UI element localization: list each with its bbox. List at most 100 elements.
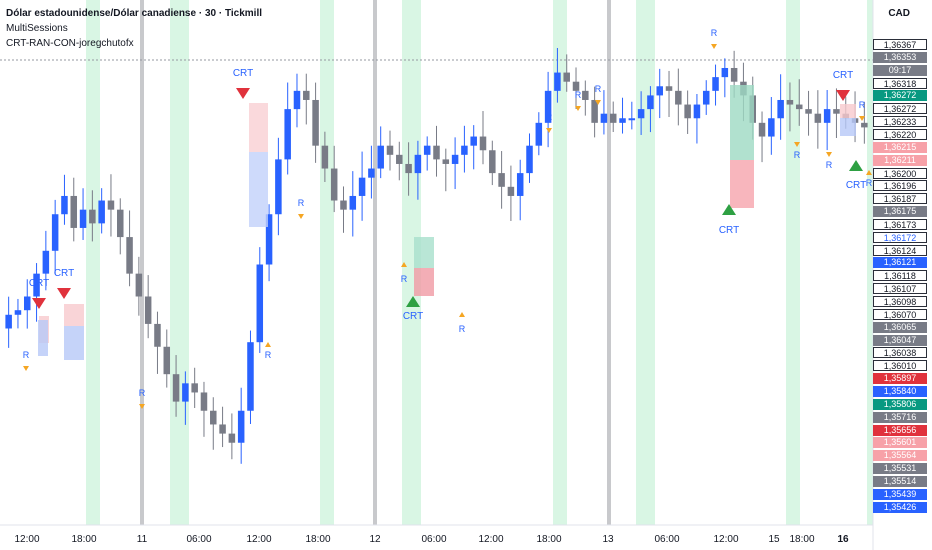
candle-body <box>330 168 338 201</box>
candle-body <box>14 310 22 315</box>
price-scale-label: 1,36233 <box>873 116 927 128</box>
session-band-gray <box>607 0 611 525</box>
candle-body <box>349 195 357 210</box>
candle-body <box>275 159 282 215</box>
candle-body <box>721 67 729 78</box>
r-marker-icon <box>826 152 832 157</box>
price-scale-label: 1,36107 <box>873 283 927 295</box>
r-label: R <box>546 112 553 122</box>
candle-body <box>126 237 133 274</box>
candle-body <box>544 90 552 123</box>
price-scale-label: 1,36353 <box>873 51 927 63</box>
candle-body <box>823 109 831 123</box>
candle-body <box>414 154 422 174</box>
time-scale-label: 15 <box>768 534 780 545</box>
time-scale-label: 06:00 <box>186 534 212 545</box>
time-scale-label: 12 <box>369 534 381 545</box>
candle-body <box>98 200 105 224</box>
price-scale-label: 1,35514 <box>873 475 927 487</box>
r-label: R <box>298 198 305 208</box>
price-scale-label: 1,35601 <box>873 437 927 449</box>
crt-bear-triangle-icon <box>32 298 46 309</box>
candle-body <box>777 99 784 119</box>
candle-body <box>89 209 96 224</box>
candle-body <box>200 392 208 411</box>
price-scale-label: 09:17 <box>873 64 927 76</box>
price-scale-label: 1,35426 <box>873 501 927 513</box>
price-scale-label: 1,36272 <box>873 103 927 115</box>
price-scale-label: 1,36124 <box>873 244 927 256</box>
candle-body <box>237 410 245 443</box>
candle-body <box>712 77 719 91</box>
crt-label: CRT <box>833 70 853 81</box>
crt-zone <box>64 326 84 360</box>
currency-label[interactable]: CAD <box>888 8 910 19</box>
price-scale-label: 1,36367 <box>873 39 927 50</box>
crt-bear-triangle-icon <box>236 88 250 99</box>
price-scale-label: 1,36220 <box>873 128 927 140</box>
r-label: R <box>859 100 866 110</box>
r-marker-icon <box>401 262 407 267</box>
price-scale-label: 1,35806 <box>873 398 927 410</box>
crt-label: CRT <box>403 311 423 322</box>
candle-body <box>154 323 161 347</box>
crt-label: CRT <box>29 278 49 289</box>
symbol-title[interactable]: Dólar estadounidense/Dólar canadiense · … <box>6 8 263 19</box>
candle-body <box>210 410 217 425</box>
candle-body <box>535 122 543 146</box>
candle-body <box>609 113 617 123</box>
candle-body <box>758 122 766 137</box>
session-band-gray <box>140 0 144 525</box>
price-scale-label: 1,36065 <box>873 321 927 333</box>
candle-body <box>219 424 226 434</box>
price-scale-label: 1,36070 <box>873 308 927 320</box>
session-band-green <box>320 0 334 525</box>
candle-body <box>23 296 31 311</box>
price-scale-label: 1,36200 <box>873 167 927 179</box>
candle-body <box>79 209 87 228</box>
candle-body <box>656 86 663 96</box>
r-label: R <box>401 274 408 284</box>
candle-body <box>479 136 487 151</box>
candle-body <box>312 99 319 146</box>
candle-body <box>303 90 310 100</box>
candle-body <box>470 136 477 146</box>
price-scale-label: 1,36187 <box>873 193 927 205</box>
r-marker-icon <box>459 312 465 317</box>
time-scale-label: 06:00 <box>421 534 447 545</box>
candle-body <box>163 346 171 375</box>
candle-body <box>814 113 822 123</box>
candle-body <box>358 177 366 196</box>
candle-body <box>191 383 198 393</box>
crt-label: CRT <box>233 68 253 79</box>
candle-body <box>433 145 440 160</box>
candle-body <box>805 109 812 114</box>
time-scale-label: 13 <box>602 534 614 545</box>
price-scale-label: 1,35531 <box>873 463 927 475</box>
time-scale-label: 18:00 <box>536 534 562 545</box>
price-scale-label: 1,35564 <box>873 450 927 462</box>
indicator-multisessions[interactable]: MultiSessions <box>6 23 68 34</box>
price-scale-label: 1,36215 <box>873 141 927 153</box>
r-label: R <box>23 350 30 360</box>
candle-body <box>51 214 59 251</box>
candle-body <box>637 109 645 119</box>
candle-body <box>572 81 580 91</box>
candle-body <box>786 99 794 105</box>
candle-body <box>507 186 515 196</box>
time-scale-label: 18:00 <box>789 534 815 545</box>
candle-body <box>675 90 682 105</box>
price-scale-label: 1,36175 <box>873 206 927 218</box>
time-scale-label: 16 <box>837 534 849 545</box>
candle-body <box>498 173 505 187</box>
time-scale-label: 12:00 <box>478 534 504 545</box>
crt-zone <box>730 160 754 208</box>
indicator-crt[interactable]: CRT-RAN-CON-joregchutofx <box>6 38 134 49</box>
session-band-green <box>553 0 567 525</box>
time-scale-label: 12:00 <box>246 534 272 545</box>
candle-body <box>144 296 152 324</box>
chart-legend: Dólar estadounidense/Dólar canadiense · … <box>6 6 262 51</box>
time-scale-label: 18:00 <box>305 534 331 545</box>
candle-body <box>554 72 561 91</box>
